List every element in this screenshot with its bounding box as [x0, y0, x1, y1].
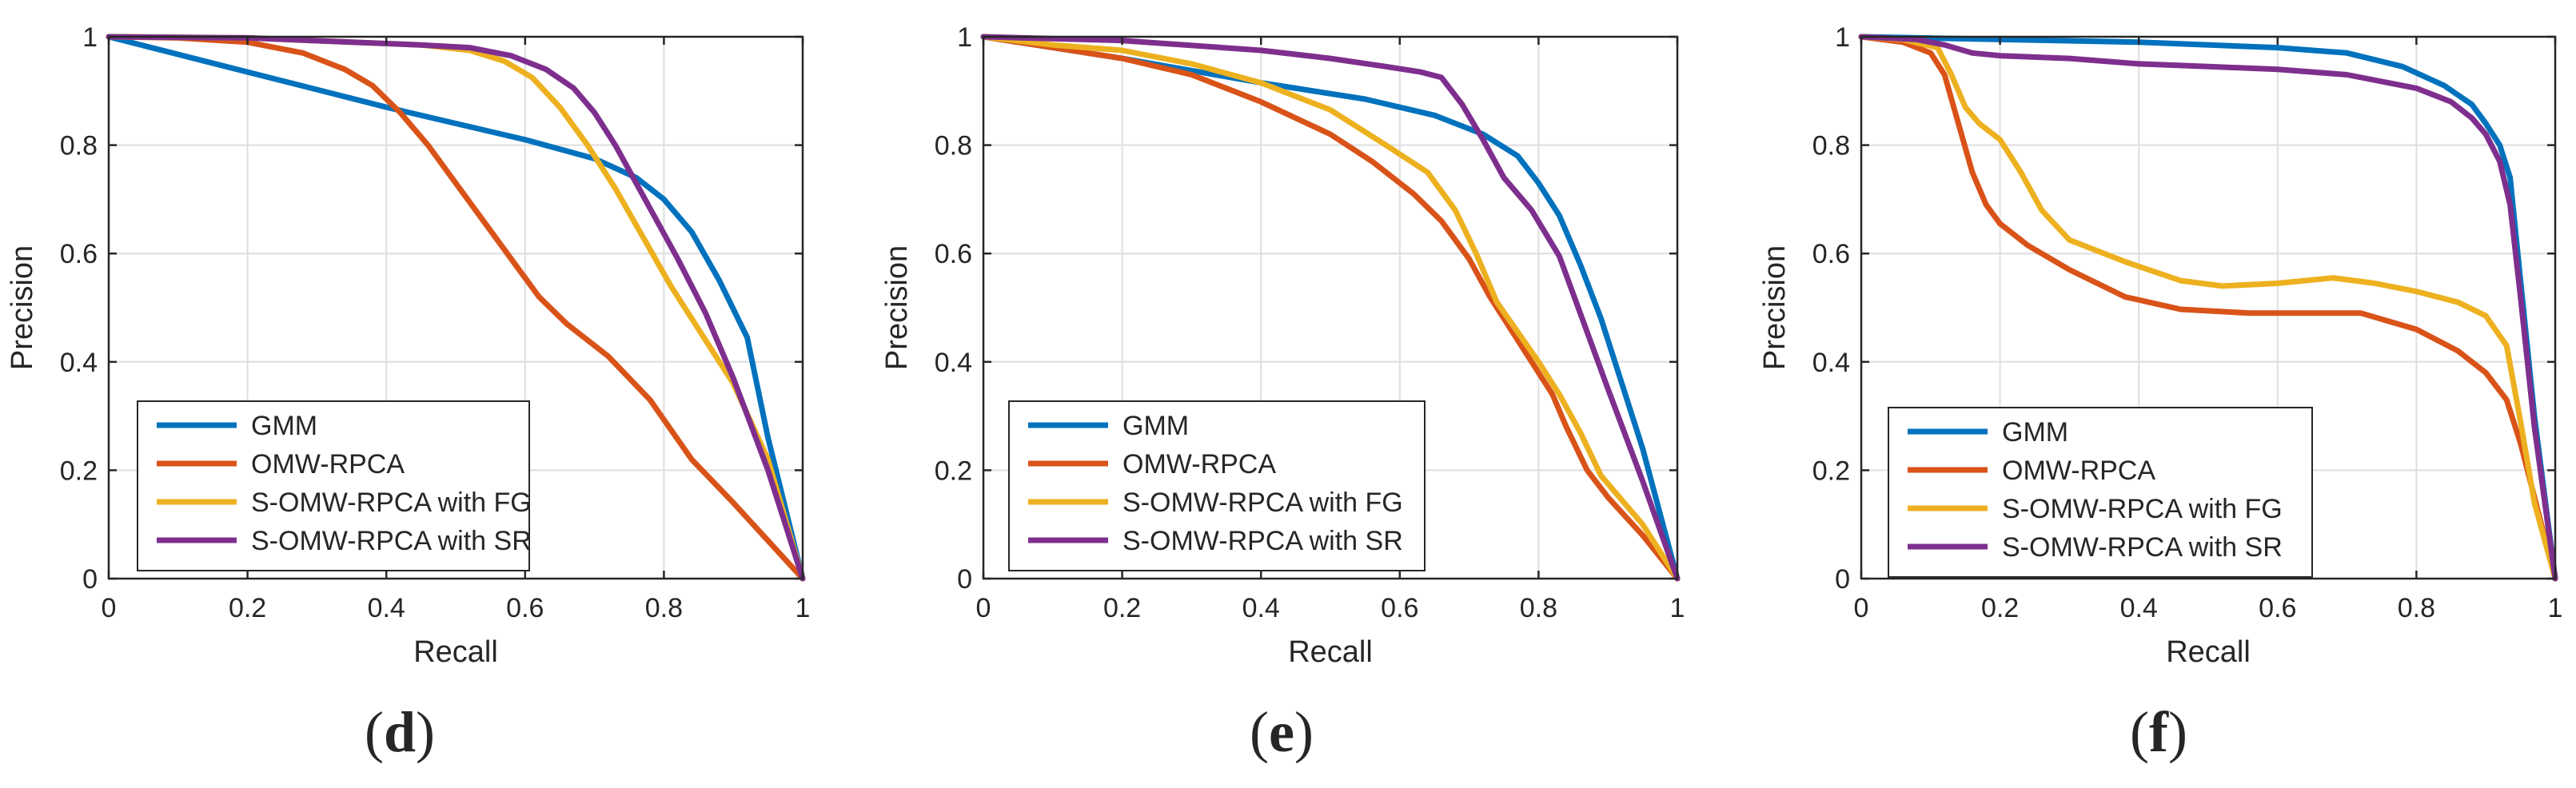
y-tick-label: 0.2: [60, 456, 98, 486]
x-axis-label: Recall: [2166, 635, 2251, 669]
axis-box: [1860, 35, 2557, 580]
y-tick-label: 0: [957, 564, 972, 595]
x-tick-label: 0.6: [2259, 593, 2296, 623]
chart-panel-d: 0 0.2 0.4 0.6 0.8 1 0 0.2 0.4 0.6 0.8 1 Recall Precis…: [6, 22, 810, 764]
x-tick-label: 1: [796, 593, 811, 623]
y-tick-label: 0.2: [935, 456, 972, 486]
x-tick-label: 0.4: [368, 593, 405, 623]
axis-box: [107, 35, 804, 580]
legend-label: OMW-RPCA: [1123, 449, 1276, 480]
legend-label: OMW-RPCA: [2002, 456, 2155, 486]
y-tick-label: 0.8: [60, 131, 98, 161]
x-tick-label: 0.2: [1103, 593, 1141, 623]
x-tick-label: 0: [102, 593, 117, 623]
x-tick-label: 0.6: [506, 593, 544, 623]
series-line-s-omw-rpca-with-sr: [106, 34, 806, 582]
x-tick-label: 0.8: [2398, 593, 2435, 623]
series-line-s-omw-rpca-with-sr: [980, 34, 1681, 582]
y-tick-label: 0.6: [935, 239, 972, 269]
x-tick-label: 0.4: [2120, 593, 2158, 623]
chart-panel-f: 0 0.2 0.4 0.6 0.8 1 0 0.2 0.4 0.6 0.8 1 Recall Precis…: [1758, 22, 2562, 764]
series-line-gmm: [980, 34, 1681, 582]
x-tick-label: 0.8: [1520, 593, 1557, 623]
y-tick-label: 1: [82, 22, 98, 53]
x-tick-label: 0.4: [1242, 593, 1280, 623]
y-tick-label: 0: [82, 564, 98, 595]
legend-label: S-OMW-RPCA with SR: [1123, 526, 1403, 556]
axis-box: [982, 35, 1679, 580]
y-tick-label: 0.6: [1812, 239, 1850, 269]
y-tick-label: 0.4: [60, 348, 98, 378]
y-tick-label: 0.4: [1812, 348, 1850, 378]
chart-panel-e: 0 0.2 0.4 0.6 0.8 1 0 0.2 0.4 0.6 0.8 1 Recall Precis…: [880, 22, 1685, 764]
legend-label: GMM: [1123, 411, 1189, 441]
y-tick-label: 0.4: [935, 348, 972, 378]
legend-label: GMM: [251, 411, 317, 441]
x-tick-label: 1: [2548, 593, 2563, 623]
series-line-omw-rpca: [106, 34, 806, 582]
legend-label: GMM: [2002, 417, 2068, 448]
x-tick-label: 0: [1854, 593, 1869, 623]
panel-label: (f): [2130, 700, 2187, 764]
x-tick-label: 0: [976, 593, 991, 623]
legend-label: OMW-RPCA: [251, 449, 405, 480]
x-tick-label: 1: [1670, 593, 1685, 623]
legend: GMM OMW-RPCA S-OMW-RPCA with FG S-OMW-RPCA …: [1008, 400, 1426, 571]
series-line-omw-rpca: [1858, 34, 2558, 582]
x-tick-label: 0.8: [645, 593, 683, 623]
legend-label: S-OMW-RPCA with FG: [2002, 494, 2283, 524]
y-tick-label: 0.8: [1812, 131, 1850, 161]
y-axis-label: Precision: [1758, 245, 1792, 370]
series-line-s-omw-rpca-with-fg: [1858, 34, 2558, 582]
legend-label: S-OMW-RPCA with FG: [251, 488, 532, 518]
series-line-s-omw-rpca-with-fg: [980, 34, 1681, 582]
y-axis-label: Precision: [6, 245, 39, 370]
panel-label: (e): [1250, 700, 1314, 764]
series-line-omw-rpca: [980, 34, 1681, 582]
series-line-gmm: [106, 34, 806, 582]
y-tick-label: 0: [1835, 564, 1850, 595]
legend: GMM OMW-RPCA S-OMW-RPCA with FG S-OMW-RPCA …: [137, 400, 532, 571]
y-tick-label: 0.8: [935, 131, 972, 161]
x-tick-label: 0.2: [1981, 593, 2019, 623]
legend: GMM OMW-RPCA S-OMW-RPCA with FG S-OMW-RPCA …: [1888, 407, 2313, 578]
x-tick-label: 0.2: [229, 593, 266, 623]
x-tick-label: 0.6: [1381, 593, 1418, 623]
legend-label: S-OMW-RPCA with SR: [2002, 532, 2283, 563]
y-tick-label: 1: [957, 22, 972, 53]
panel-label: (d): [365, 700, 435, 764]
y-tick-label: 0.6: [60, 239, 98, 269]
legend-label: S-OMW-RPCA with SR: [251, 526, 532, 556]
y-tick-label: 1: [1835, 22, 1850, 53]
y-tick-label: 0.2: [1812, 456, 1850, 486]
y-axis-label: Precision: [880, 245, 914, 370]
x-axis-label: Recall: [1288, 635, 1373, 669]
legend-label: S-OMW-RPCA with FG: [1123, 488, 1403, 518]
x-axis-label: Recall: [413, 635, 498, 669]
series-line-s-omw-rpca-with-sr: [1858, 34, 2558, 582]
